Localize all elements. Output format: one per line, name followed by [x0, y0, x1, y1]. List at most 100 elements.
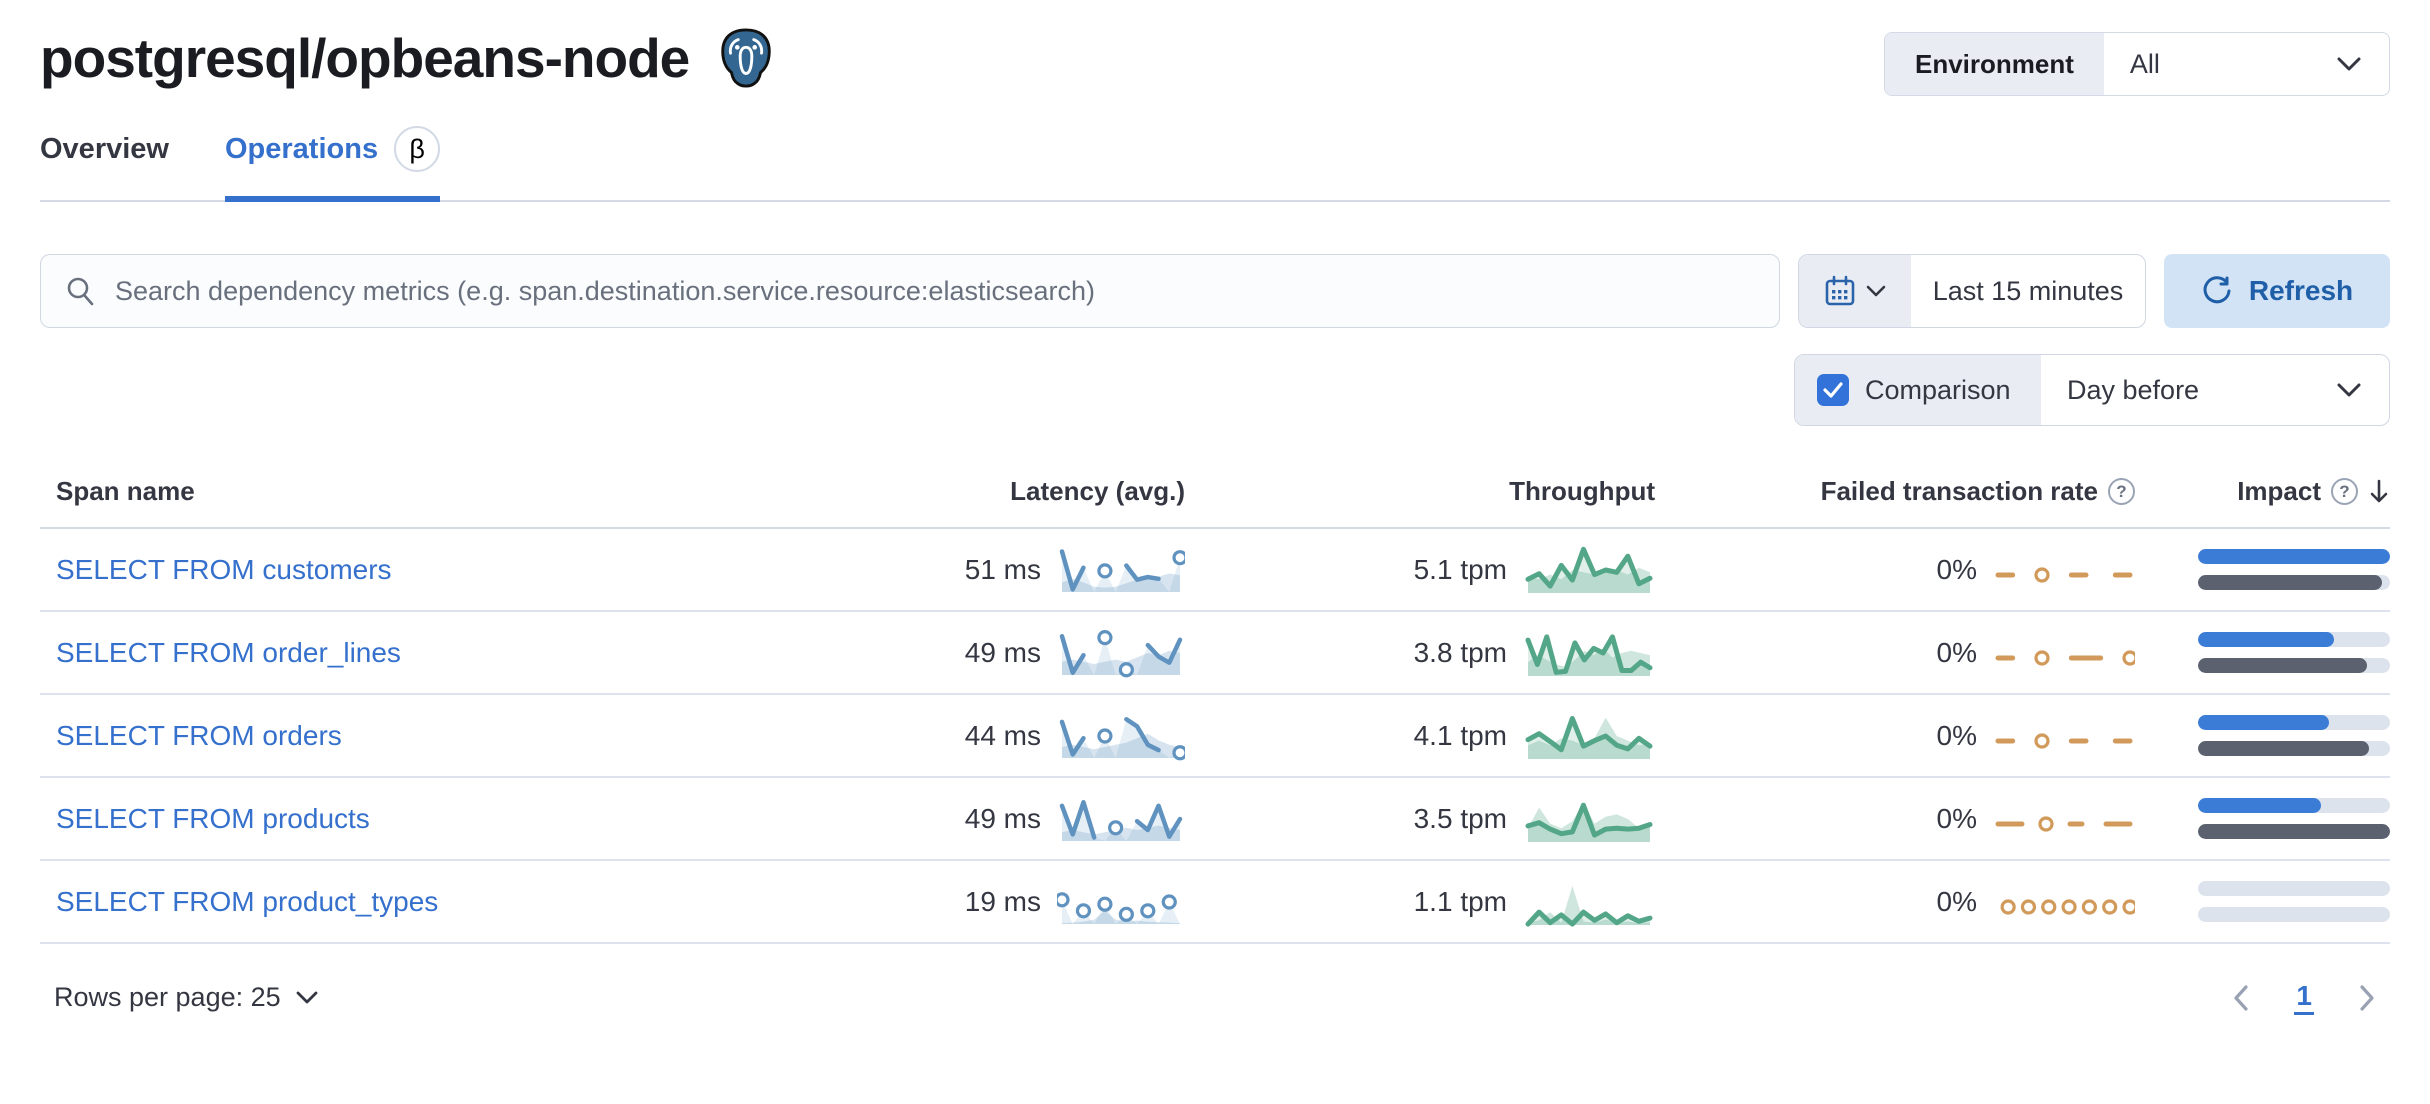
search-input[interactable] — [115, 275, 1755, 307]
tab-operations-label: Operations — [224, 132, 379, 165]
throughput-value: 5.1 tpm — [1413, 553, 1507, 585]
impact-bar-previous — [2198, 741, 2369, 756]
postgresql-logo-icon — [721, 28, 771, 88]
sort-desc-arrow-icon — [2370, 479, 2388, 502]
throughput-sparkline — [1523, 623, 1655, 683]
throughput-value: 4.1 tpm — [1413, 719, 1507, 751]
failed-rate-sparkline — [1993, 555, 2135, 585]
throughput-value: 1.1 tpm — [1413, 885, 1507, 917]
throughput-header-label: Throughput — [1509, 476, 1655, 506]
table-row: SELECT FROM product_types 19 ms 1.1 tpm … — [40, 861, 2390, 944]
latency-value: 51 ms — [964, 553, 1041, 585]
failed-rate-sparkline — [1993, 887, 2135, 917]
latency-sparkline — [1057, 873, 1185, 931]
toolbar: Last 15 minutes Refresh — [40, 254, 2390, 328]
impact-bars — [2198, 549, 2390, 590]
next-page-button[interactable] — [2358, 984, 2376, 1012]
failed-rate-sparkline — [1993, 721, 2135, 751]
page-title: postgresql/opbeans-node — [40, 26, 690, 89]
chevron-down-icon — [2337, 383, 2361, 397]
date-picker: Last 15 minutes — [1798, 254, 2146, 328]
throughput-value: 3.8 tpm — [1413, 636, 1507, 668]
chevron-down-icon — [2337, 57, 2361, 71]
impact-bar-previous — [2198, 575, 2383, 590]
impact-bars — [2198, 715, 2390, 756]
span-name-link[interactable]: SELECT FROM orders — [56, 719, 342, 751]
rows-per-page-label: Rows per page: 25 — [54, 982, 281, 1012]
comparison-toggle[interactable]: Comparison — [1795, 355, 2041, 425]
column-header-span-name[interactable]: Span name — [56, 476, 195, 506]
failed-rate-value: 0% — [1936, 553, 1977, 585]
span-name-link[interactable]: SELECT FROM order_lines — [56, 636, 401, 668]
throughput-sparkline — [1523, 872, 1655, 932]
table-body: SELECT FROM customers 51 ms 5.1 tpm 0% S… — [40, 529, 2390, 944]
tab-overview[interactable]: Overview — [40, 126, 169, 202]
previous-page-button[interactable] — [2232, 984, 2250, 1012]
table-footer: Rows per page: 25 1 — [40, 944, 2390, 1015]
beta-badge: β — [394, 126, 441, 172]
chevron-left-icon — [2234, 984, 2249, 1011]
span-name-link[interactable]: SELECT FROM products — [56, 802, 370, 834]
rows-per-page-button[interactable]: Rows per page: 25 — [54, 982, 319, 1013]
tab-operations[interactable]: Operations β — [224, 126, 441, 202]
throughput-value: 3.5 tpm — [1413, 802, 1507, 834]
impact-bar-previous — [2198, 824, 2390, 839]
impact-bar-current — [2198, 549, 2390, 564]
failed-rate-value: 0% — [1936, 719, 1977, 751]
search-box — [40, 254, 1780, 328]
help-icon[interactable]: ? — [2331, 478, 2358, 505]
environment-select[interactable]: Environment All — [1884, 32, 2390, 96]
table-row: SELECT FROM customers 51 ms 5.1 tpm 0% — [40, 529, 2390, 612]
comparison-row: Comparison Day before — [40, 354, 2390, 426]
latency-sparkline — [1057, 624, 1185, 682]
throughput-sparkline — [1523, 706, 1655, 766]
environment-value: All — [2129, 48, 2160, 79]
date-picker-calendar-button[interactable] — [1799, 255, 1911, 327]
column-header-impact[interactable]: Impact ? — [2237, 476, 2390, 507]
time-range-value[interactable]: Last 15 minutes — [1932, 275, 2124, 306]
impact-bar-current — [2198, 715, 2329, 730]
failed-rate-value: 0% — [1936, 802, 1977, 834]
failed-rate-header-label: Failed transaction rate — [1820, 476, 2098, 506]
table-header: Span name Latency (avg.) Throughput Fail… — [40, 476, 2390, 529]
column-header-latency[interactable]: Latency (avg.) — [1010, 476, 1185, 507]
comparison-control: Comparison Day before — [1794, 354, 2390, 426]
latency-value: 49 ms — [964, 636, 1041, 668]
impact-bars — [2198, 798, 2390, 839]
impact-header-label: Impact — [2237, 476, 2321, 506]
failed-rate-sparkline — [1993, 804, 2135, 834]
impact-bar-current — [2198, 632, 2335, 647]
column-header-failed-rate[interactable]: Failed transaction rate ? — [1821, 476, 2135, 507]
calendar-icon — [1825, 275, 1855, 306]
latency-value: 44 ms — [964, 719, 1041, 751]
table-row: SELECT FROM order_lines 49 ms 3.8 tpm 0% — [40, 612, 2390, 695]
table-row: SELECT FROM orders 44 ms 4.1 tpm 0% — [40, 695, 2390, 778]
latency-sparkline — [1057, 541, 1185, 599]
comparison-checkbox[interactable] — [1817, 374, 1849, 406]
check-icon — [1823, 382, 1843, 398]
failed-rate-value: 0% — [1936, 636, 1977, 668]
comparison-value: Day before — [2067, 374, 2200, 405]
latency-sparkline — [1057, 707, 1185, 765]
page-number[interactable]: 1 — [2294, 980, 2314, 1015]
tab-bar: Overview Operations β — [40, 126, 2390, 202]
throughput-sparkline — [1523, 540, 1655, 600]
dependency-operations-page: postgresql/opbeans-node Environment All … — [40, 26, 2390, 1015]
comparison-label: Comparison — [1865, 374, 2011, 405]
refresh-button[interactable]: Refresh — [2164, 254, 2390, 328]
latency-value: 19 ms — [964, 885, 1041, 917]
column-header-throughput[interactable]: Throughput — [1509, 476, 1655, 507]
failed-rate-sparkline — [1993, 638, 2135, 668]
impact-bar-current — [2198, 798, 2321, 813]
latency-header-label: Latency (avg.) — [1010, 476, 1185, 506]
failed-rate-value: 0% — [1936, 885, 1977, 917]
span-name-link[interactable]: SELECT FROM customers — [56, 553, 392, 585]
throughput-sparkline — [1523, 789, 1655, 849]
help-icon[interactable]: ? — [2108, 478, 2135, 505]
latency-sparkline — [1057, 790, 1185, 848]
chevron-down-icon — [296, 991, 318, 1004]
chevron-down-icon — [1866, 285, 1886, 297]
span-name-link[interactable]: SELECT FROM product_types — [56, 885, 439, 917]
comparison-select[interactable]: Day before — [2041, 355, 2389, 425]
operations-table: Span name Latency (avg.) Throughput Fail… — [40, 476, 2390, 944]
